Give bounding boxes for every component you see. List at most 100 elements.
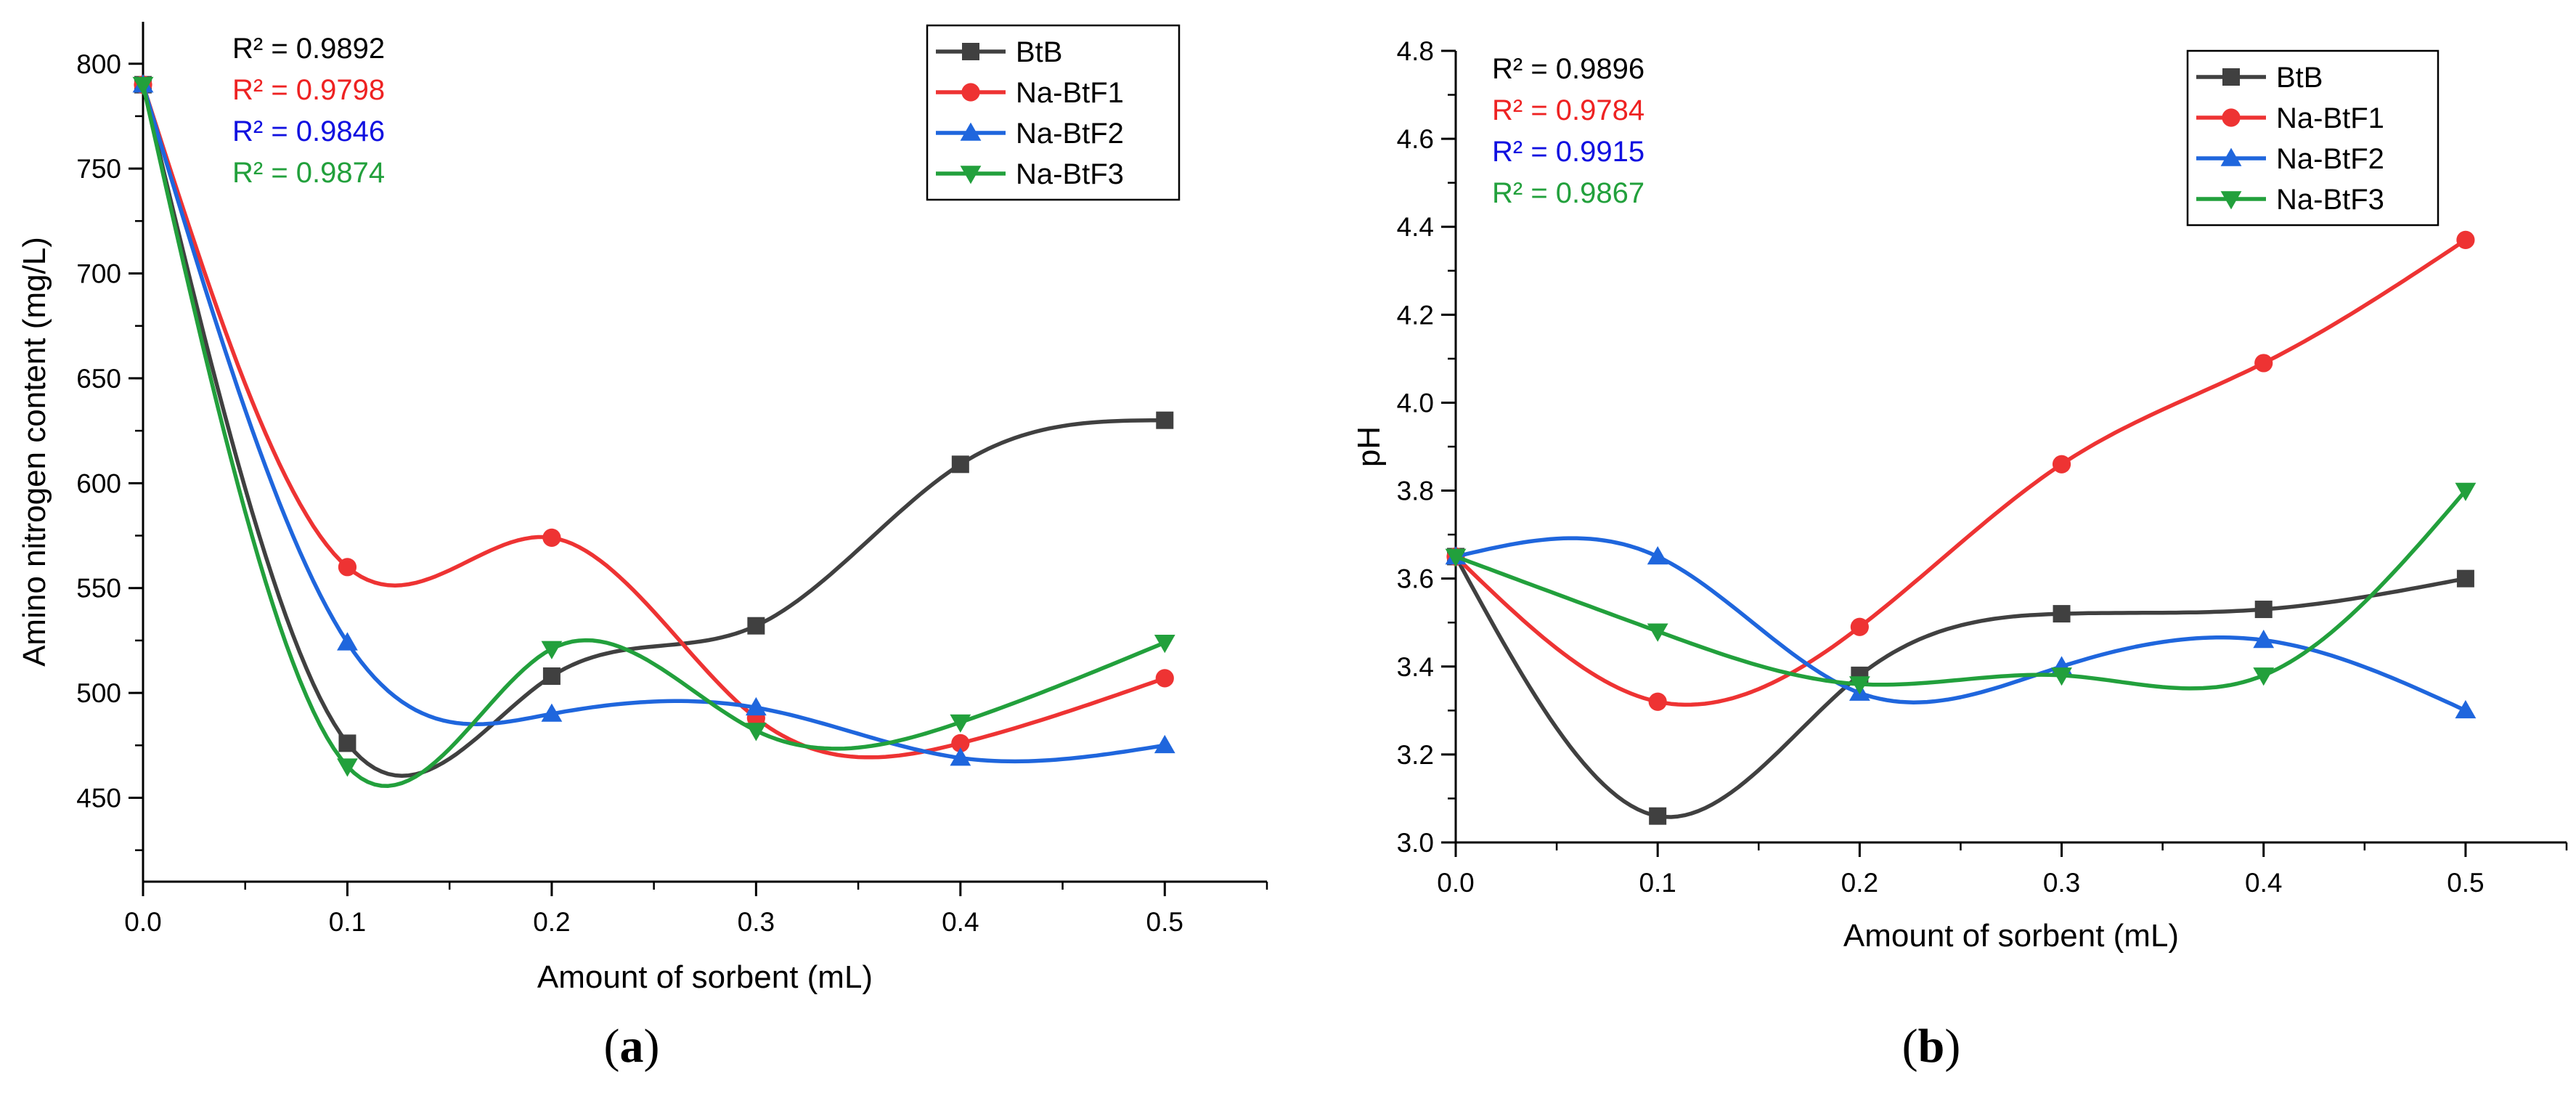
panel-label: (a)	[604, 1020, 660, 1073]
y-tick-label: 3.0	[1397, 828, 1434, 858]
y-tick-label: 800	[76, 49, 121, 79]
y-axis-label: Amino nitrogen content (mg/L)	[17, 237, 52, 667]
x-tick-label: 0.5	[2447, 868, 2484, 898]
legend: BtB Na-BtF1 Na-BtF2 Na-BtF3	[2186, 49, 2440, 227]
legend-marker	[2222, 68, 2240, 86]
legend-marker	[962, 43, 979, 60]
data-point	[1849, 676, 1870, 695]
r-squared-annotation: R² = 0.9874	[232, 157, 385, 189]
r-squared-annotation: R² = 0.9846	[232, 115, 385, 147]
series-line	[141, 84, 1166, 788]
data-point	[2455, 699, 2477, 719]
series-line	[141, 84, 1165, 779]
data-point	[132, 76, 154, 96]
legend-marker	[2220, 191, 2242, 210]
data-point	[1154, 734, 1175, 754]
x-tick-label: 0.1	[329, 907, 366, 937]
chart-panel-b: 0.0 0.1 0.2 0.3 0.4 0.5 3.0 3.2 3.4 3.6 3.8 4.0 4.2 4…	[1351, 36, 2568, 1073]
x-axis-label: Amount of sorbent (mL)	[1843, 918, 2179, 954]
y-tick-label: 3.4	[1397, 652, 1434, 682]
r-squared-annotation: R² = 0.9896	[1492, 53, 1644, 85]
x-tick-label: 0.4	[2245, 868, 2282, 898]
legend-label: BtB	[2276, 62, 2323, 94]
data-point	[1647, 623, 1668, 642]
data-point	[951, 455, 969, 474]
y-tick-label: 600	[76, 468, 121, 498]
data-point	[2456, 230, 2475, 249]
data-point	[745, 723, 767, 741]
y-tick-label: 650	[76, 364, 121, 394]
legend-marker	[960, 122, 982, 141]
legend-label: Na-BtF1	[2276, 102, 2384, 134]
y-tick-label: 3.6	[1397, 564, 1434, 594]
y-tick-label: 450	[76, 783, 121, 813]
legend-marker	[960, 166, 982, 184]
data-point	[951, 734, 970, 753]
data-point	[542, 528, 561, 548]
data-point	[338, 558, 357, 577]
data-point	[950, 747, 971, 766]
x-axis-label: Amount of sorbent (mL)	[537, 959, 873, 995]
data-point	[337, 758, 358, 777]
series-line	[141, 84, 1165, 764]
data-point	[2053, 605, 2071, 623]
y-tick-label: 3.2	[1397, 740, 1434, 770]
legend-item: Na-BtF3	[2196, 184, 2384, 216]
series-line	[1454, 238, 2467, 707]
legend-item: BtB	[936, 36, 1062, 68]
y-tick-label: 4.6	[1397, 124, 1434, 154]
x-tick-label: 0.0	[1437, 868, 1474, 898]
series-line	[1454, 556, 2466, 819]
data-point	[745, 696, 767, 716]
x-tick-label: 0.1	[1639, 868, 1676, 898]
data-point	[1155, 669, 1174, 688]
data-point	[2254, 354, 2273, 373]
series-Na-BtF2	[132, 74, 1175, 766]
y-tick-label: 4.0	[1397, 388, 1434, 418]
r-squared-annotation: R² = 0.9892	[232, 33, 385, 65]
y-tick-label: 500	[76, 678, 121, 708]
y-tick-label: 700	[76, 259, 121, 289]
series-line	[141, 84, 1166, 760]
data-point	[337, 632, 358, 651]
r-squared-annotation: R² = 0.9784	[1492, 94, 1644, 126]
series-Na-BtF1	[1446, 230, 2475, 711]
legend-item: Na-BtF1	[2196, 102, 2384, 134]
series-Na-BtF2	[1445, 536, 2477, 719]
x-tick-label: 0.4	[942, 907, 979, 937]
data-point	[1649, 807, 1667, 825]
panel-label: (b)	[1902, 1020, 1961, 1073]
y-tick-label: 4.8	[1397, 36, 1434, 66]
data-point	[1648, 692, 1667, 711]
data-point	[1647, 545, 1668, 565]
data-point	[1445, 548, 1467, 567]
x-tick-label: 0.2	[533, 907, 570, 937]
r-squared-annotation: R² = 0.9915	[1492, 136, 1644, 168]
legend-label: Na-BtF3	[1016, 158, 1124, 190]
data-point	[2051, 667, 2072, 686]
x-tick-label: 0.3	[2043, 868, 2080, 898]
data-point	[1156, 411, 1174, 429]
data-point	[338, 734, 356, 752]
legend-label: Na-BtF2	[2276, 143, 2384, 175]
series-BtB	[1447, 548, 2474, 825]
data-point	[747, 617, 765, 635]
data-point	[2253, 630, 2275, 649]
data-point	[2254, 601, 2273, 619]
x-tick-label: 0.2	[1841, 868, 1878, 898]
x-tick-label: 0.3	[738, 907, 775, 937]
legend-marker	[2222, 108, 2241, 127]
y-tick-label: 550	[76, 574, 121, 604]
series-line	[1455, 536, 2467, 712]
data-point	[541, 641, 563, 659]
chart-panel-a: 0.0 0.1 0.2 0.3 0.4 0.5 450 500 550 600 650 700 750 8…	[17, 22, 1268, 1073]
data-point	[541, 703, 563, 722]
r-squared-annotation: R² = 0.9798	[232, 74, 385, 106]
legend-marker	[2220, 147, 2242, 166]
x-tick-label: 0.5	[1146, 907, 1183, 937]
data-point	[2455, 482, 2477, 501]
legend-item: Na-BtF1	[936, 77, 1124, 109]
y-tick-label: 4.2	[1397, 300, 1434, 330]
data-point	[2253, 667, 2275, 686]
